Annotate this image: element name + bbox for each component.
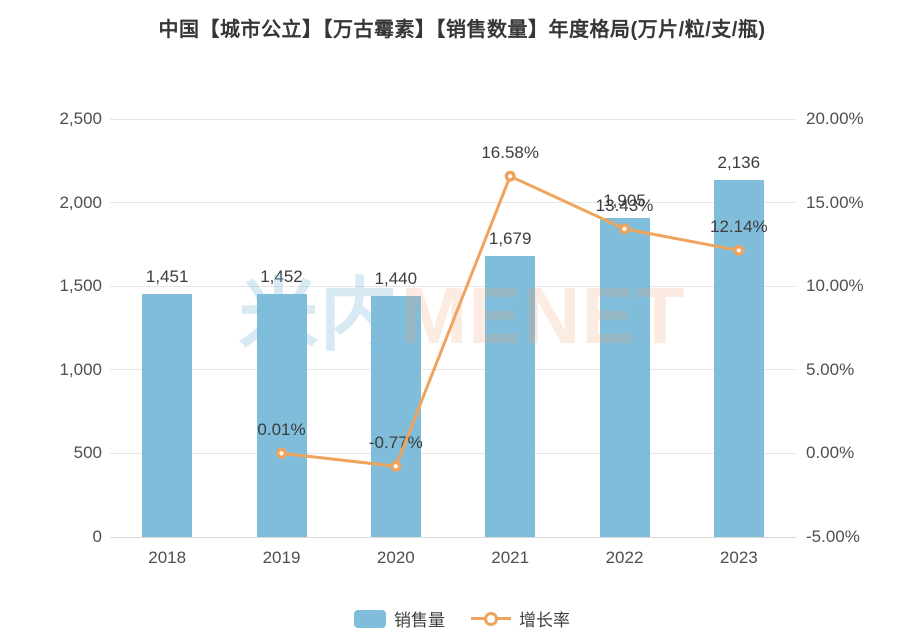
x-axis-label: 2020 xyxy=(376,548,415,567)
legend-label-growth-rate: 增长率 xyxy=(519,611,570,630)
grid-line xyxy=(110,202,796,204)
y-axis-label-left: 1,500 xyxy=(59,276,102,296)
y-axis-label-left: 1,000 xyxy=(59,359,102,379)
x-axis-label: 2021 xyxy=(491,548,530,567)
sales-volume-swatch-icon xyxy=(354,609,386,628)
legend-item-sales-volume[interactable]: 销售量 xyxy=(354,606,445,631)
y-axis-label-left: 500 xyxy=(73,443,102,463)
bar-2019[interactable] xyxy=(256,294,307,537)
x-axis-label: 2023 xyxy=(719,548,758,567)
bar-value-label: 1,451 xyxy=(145,267,189,287)
bar-2022[interactable] xyxy=(599,218,650,537)
legend-item-growth-rate[interactable]: 增长率 xyxy=(471,606,570,631)
growth-value-label: 13.43% xyxy=(595,195,654,215)
bar-value-label: 2,136 xyxy=(717,152,761,172)
y-axis-label-right: 5.00% xyxy=(806,359,855,379)
bar-value-label: 1,905 xyxy=(603,191,646,211)
y-axis-label-left: 2,500 xyxy=(59,109,102,128)
growth-point-center xyxy=(393,464,398,469)
growth-point-center xyxy=(622,226,627,231)
grid-line xyxy=(110,285,796,287)
y-axis-label-right: -5.00% xyxy=(806,527,860,546)
growth-value-label: 0.01% xyxy=(257,420,306,440)
growth-point-center xyxy=(736,248,741,253)
x-axis-label: 2019 xyxy=(262,548,301,567)
growth-rate-line-icon xyxy=(471,611,511,627)
legend-label-sales-volume: 销售量 xyxy=(394,611,445,630)
y-axis-label-right: 20.00% xyxy=(806,109,864,128)
growth-point-center xyxy=(279,451,284,456)
x-axis-label: 2018 xyxy=(148,548,187,567)
bar-2023[interactable] xyxy=(713,179,764,537)
legend: 销售量 增长率 xyxy=(0,606,924,631)
chart-title: 中国【城市公立】【万古霉素】【销售数量】年度格局(万片/粒/支/瓶) xyxy=(158,19,766,41)
bar-value-label: 1,679 xyxy=(488,229,532,249)
bar-2018[interactable] xyxy=(142,294,193,537)
grid-line xyxy=(110,452,796,454)
x-axis-label: 2022 xyxy=(605,548,644,567)
grid-line xyxy=(110,118,796,120)
y-axis-label-right: 10.00% xyxy=(806,276,864,296)
y-axis-label-right: 15.00% xyxy=(806,192,864,212)
bar-2020[interactable] xyxy=(370,296,421,537)
y-axis-label-left: 0 xyxy=(92,527,102,546)
trend-line xyxy=(281,174,740,468)
growth-value-label: -0.77% xyxy=(368,433,423,453)
growth-point-center xyxy=(508,174,513,179)
y-axis-label-left: 2,000 xyxy=(59,192,102,212)
growth-value-label: 12.14% xyxy=(709,217,768,237)
growth-value-label: 16.58% xyxy=(481,143,539,163)
grid-line xyxy=(110,369,796,371)
bar-value-label: 1,440 xyxy=(374,269,418,289)
bar-2021[interactable] xyxy=(485,256,536,537)
grid-line xyxy=(110,536,796,538)
y-axis-label-right: 0.00% xyxy=(806,443,855,463)
bar-value-label: 1,452 xyxy=(260,267,303,287)
